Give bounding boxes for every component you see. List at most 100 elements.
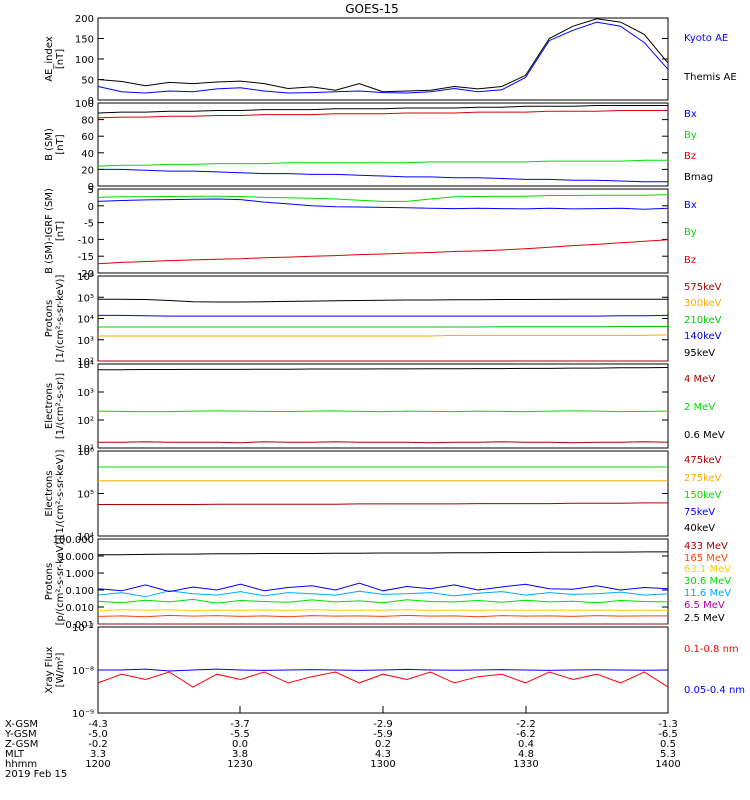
legend-entry: 6.5 MeV xyxy=(684,600,725,611)
y-tick-label: 10² xyxy=(77,357,94,368)
legend-entry: 150keV xyxy=(684,490,722,501)
series-line-475kev xyxy=(98,502,668,505)
y-tick-label: 10⁻⁸ xyxy=(72,666,94,677)
orbit-value: -5.0 xyxy=(88,729,108,740)
series-line-0-05-0-4-nm xyxy=(98,668,669,672)
y-axis-label: [1/(cm²-s-sr)] xyxy=(55,373,66,439)
y-axis-label: [nT] xyxy=(55,49,66,69)
y-tick-label: -15 xyxy=(78,252,94,263)
orbit-value: 0.5 xyxy=(660,739,676,750)
orbit-value: -2.9 xyxy=(373,719,393,730)
legend-entry: 300keV xyxy=(684,298,722,309)
legend-entry: 4 MeV xyxy=(684,374,715,385)
y-axis-label: Protons xyxy=(44,300,55,337)
legend-entry: 210keV xyxy=(684,315,722,326)
legend-entry: 2.5 MeV xyxy=(684,613,725,624)
y-axis-label: B (SM) xyxy=(44,128,55,161)
y-tick-label: 10⁶ xyxy=(77,447,94,458)
y-tick-label: 10⁴ xyxy=(77,360,94,371)
series-line-kyoto-ae xyxy=(97,21,669,94)
orbit-value: -5.9 xyxy=(373,729,393,740)
orbit-value: 3.3 xyxy=(90,749,106,760)
legend-entry: 165 MeV xyxy=(684,553,728,564)
legend-entry: 575keV xyxy=(684,282,722,293)
series-line-bz xyxy=(97,110,668,119)
y-tick-label: 150 xyxy=(75,35,94,46)
legend-entry: 433 MeV xyxy=(684,541,728,552)
orbit-value: 0.0 xyxy=(232,739,248,750)
y-axis-label: [1/(cm²-s-sr-keV)] xyxy=(55,275,66,363)
y-axis-label: Electrons xyxy=(44,383,55,429)
y-tick-label: 10³ xyxy=(77,388,94,399)
y-axis-label: [1/(cm²-s-sr-keV)] xyxy=(55,450,66,538)
series-line-by xyxy=(97,194,669,202)
y-tick-label: 100 xyxy=(75,55,94,66)
y-tick-label: 0 xyxy=(88,96,94,107)
orbit-value: 4.3 xyxy=(375,749,391,760)
legend-entry: 0.05-0.4 nm xyxy=(684,685,745,696)
y-tick-label: 80 xyxy=(81,116,94,127)
orbit-value: -0.2 xyxy=(88,739,108,750)
y-axis-label: [nT] xyxy=(55,221,66,241)
y-tick-label: 10.000 xyxy=(59,552,94,563)
orbit-value: 1230 xyxy=(227,759,252,770)
y-axis-label: AE_index xyxy=(44,36,55,82)
orbit-value: -1.3 xyxy=(658,719,678,730)
y-tick-label: 10¹ xyxy=(77,444,94,455)
panel-5: 10¹ 10² 10³ 10⁴ Electrons [1/(cm²-s-sr)] 4 MeV… xyxy=(44,360,725,455)
y-axis-label: Electrons xyxy=(44,470,55,516)
panel-frame xyxy=(97,17,669,101)
legend-entry: 75keV xyxy=(684,507,715,518)
series-line-30-6-mev xyxy=(97,598,669,604)
orbit-row-label: Y-GSM xyxy=(4,729,37,740)
y-tick-label: 10⁻⁹ xyxy=(72,709,94,720)
legend-entry: Bz xyxy=(684,255,696,266)
panel-6: 10⁴ 10⁵ 10⁶ Electrons [1/(cm²-s-sr-keV)] 475k… xyxy=(44,447,722,543)
y-tick-label: 1.000 xyxy=(65,569,94,580)
series-line-4-mev xyxy=(98,441,669,444)
orbit-value: 0.4 xyxy=(518,739,534,750)
y-axis-label: [p/(cm²-s-sr-keV)] xyxy=(55,538,66,626)
series-line-unlabeled xyxy=(97,582,669,593)
y-tick-label: 0 xyxy=(88,182,94,193)
legend-entry: 0.6 MeV xyxy=(684,430,725,441)
y-tick-label: 100.000 xyxy=(53,535,94,546)
y-tick-label: 5 xyxy=(88,185,94,196)
series-line-165-mev xyxy=(97,614,668,618)
y-axis-label: Protons xyxy=(44,563,55,600)
panel-frame xyxy=(97,102,669,187)
y-tick-label: 40 xyxy=(81,149,94,160)
orbit-value: 1200 xyxy=(85,759,110,770)
series-line-140kev xyxy=(98,314,669,317)
y-tick-label: 10⁵ xyxy=(77,490,94,501)
series-line-300kev xyxy=(98,334,669,337)
series-line-bmag xyxy=(97,105,668,114)
y-tick-label: 0.100 xyxy=(65,586,94,597)
y-tick-label: 100 xyxy=(75,99,94,110)
series-line-bx xyxy=(97,198,669,210)
orbit-value: -6.5 xyxy=(658,729,678,740)
y-tick-label: 20 xyxy=(81,165,94,176)
orbit-value: -3.7 xyxy=(230,719,250,730)
legend-entry: By xyxy=(684,130,697,141)
legend-entry: 40keV xyxy=(684,523,715,534)
legend-entry: 11.6 MeV xyxy=(684,588,731,599)
series-line-0-1-0-8-nm xyxy=(97,671,669,688)
series-line-bz xyxy=(97,239,669,265)
legend-entry: Kyoto AE xyxy=(684,33,728,44)
date-label: 2019 Feb 15 xyxy=(5,769,67,780)
panel-frame xyxy=(97,188,669,274)
y-axis-label: B (SM)-IGRF (SM) xyxy=(44,188,55,274)
y-tick-label: 10⁻⁷ xyxy=(72,623,94,634)
y-axis-label: Xray Flux xyxy=(44,646,55,693)
orbit-value: -5.5 xyxy=(230,729,250,740)
series-line-63-1-mev xyxy=(97,609,669,612)
y-tick-label: 0.010 xyxy=(65,603,94,614)
legend-entry: 30.6 MeV xyxy=(684,576,731,587)
orbit-value: 1300 xyxy=(370,759,395,770)
y-tick-label: 0.001 xyxy=(65,620,94,631)
y-tick-label: 10³ xyxy=(77,336,94,347)
orbit-value: 1400 xyxy=(655,759,680,770)
orbit-value: 3.8 xyxy=(232,749,248,760)
